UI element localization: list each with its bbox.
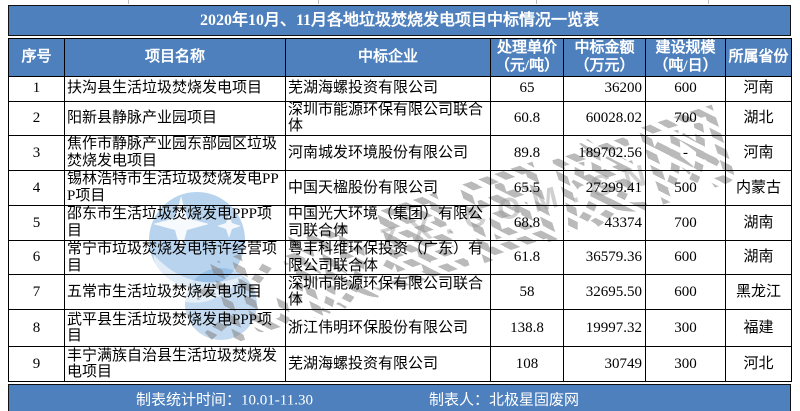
cell-scale: 300 bbox=[645, 309, 726, 348]
cell-company: 中国天楹股份有限公司 bbox=[285, 170, 491, 207]
cell-project: 邵东市生活垃圾焚烧发电PPP项目 bbox=[64, 205, 286, 241]
cell-unit-price: 65.5 bbox=[490, 170, 564, 207]
table-row: 6 常宁市垃圾焚烧发电特许经营项目 粤丰科维环保投资（广东）有限公司联合体 61… bbox=[8, 239, 792, 276]
cell-index: 5 bbox=[8, 205, 65, 241]
cell-scale: 600 bbox=[645, 75, 726, 102]
cell-scale: 500 bbox=[645, 170, 726, 207]
cell-project: 武平县生活垃圾焚烧发电PPP项目 bbox=[64, 309, 286, 348]
col-header-unit-price: 处理单价 （元/吨） bbox=[490, 38, 564, 77]
cell-bid-amount: 60028.02 bbox=[563, 100, 646, 137]
cell-index: 8 bbox=[8, 309, 65, 348]
cell-project: 阳新县静脉产业园项目 bbox=[64, 100, 286, 137]
cell-unit-price: 89.8 bbox=[490, 135, 564, 172]
table-row: 7 五常市生活垃圾焚烧发电项目 深圳市能源环保有限公司联合体 58 32695.… bbox=[8, 274, 792, 311]
cell-company: 深圳市能源环保有限公司联合体 bbox=[285, 274, 491, 311]
footer-stats-period: 制表统计时间：10.01-11.30 bbox=[136, 388, 313, 409]
col-header-scale: 建设规模 （吨/日） bbox=[645, 38, 726, 77]
cell-company: 中国光大环境（集团）有限公司联合体 bbox=[285, 205, 491, 241]
cell-province: 湖南 bbox=[725, 239, 792, 276]
footer-maker-label: 制表人： bbox=[429, 392, 490, 409]
column-tick bbox=[318, 0, 319, 4]
cell-company: 芜湖海螺投资有限公司 bbox=[285, 75, 491, 102]
cell-scale: - bbox=[645, 135, 726, 172]
cell-project: 五常市生活垃圾焚烧发电项目 bbox=[64, 274, 286, 311]
col-header-project: 项目名称 bbox=[64, 38, 286, 77]
cell-bid-amount: 43374 bbox=[563, 205, 646, 241]
cell-province: 河北 bbox=[725, 346, 792, 383]
table-row: 8 武平县生活垃圾焚烧发电PPP项目 浙江伟明环保股份有限公司 138.8 19… bbox=[8, 309, 792, 348]
cell-province: 黑龙江 bbox=[725, 274, 792, 311]
cell-unit-price: 108 bbox=[490, 346, 564, 383]
cell-company: 河南城发环境股份有限公司 bbox=[285, 135, 491, 172]
footer-stats-label: 制表统计时间： bbox=[136, 392, 242, 409]
cell-unit-price: 61.8 bbox=[490, 239, 564, 276]
cell-scale: 600 bbox=[645, 274, 726, 311]
col-header-province: 所属省份 bbox=[725, 38, 792, 77]
cell-company: 芜湖海螺投资有限公司 bbox=[285, 346, 491, 383]
cell-bid-amount: 189702.56 bbox=[563, 135, 646, 172]
table-row: 9 丰宁满族自治县生活垃圾焚烧发电项目 芜湖海螺投资有限公司 108 30749… bbox=[8, 346, 792, 383]
cell-unit-price: 138.8 bbox=[490, 309, 564, 348]
bid-results-table: 序号 项目名称 中标企业 处理单价 （元/吨） 中标金额 （万元） 建设规模 （… bbox=[8, 38, 792, 383]
cell-scale: 700 bbox=[645, 205, 726, 241]
table-row: 5 邵东市生活垃圾焚烧发电PPP项目 中国光大环境（集团）有限公司联合体 68.… bbox=[8, 205, 792, 241]
column-tick bbox=[708, 0, 709, 4]
cell-project: 锡林浩特市生活垃圾焚烧发电PPP项目 bbox=[64, 170, 286, 207]
cell-index: 7 bbox=[8, 274, 65, 311]
cell-province: 湖北 bbox=[725, 100, 792, 137]
cell-unit-price: 65 bbox=[490, 75, 564, 102]
cell-scale: 600 bbox=[645, 239, 726, 276]
column-tick bbox=[128, 0, 129, 4]
cell-unit-price: 58 bbox=[490, 274, 564, 311]
table-row: 2 阳新县静脉产业园项目 深圳市能源环保有限公司联合体 60.8 60028.0… bbox=[8, 100, 792, 137]
cell-unit-price: 68.8 bbox=[490, 205, 564, 241]
cell-index: 4 bbox=[8, 170, 65, 207]
cell-scale: 700 bbox=[645, 100, 726, 137]
cell-project: 常宁市垃圾焚烧发电特许经营项目 bbox=[64, 239, 286, 276]
cell-index: 3 bbox=[8, 135, 65, 172]
cell-scale: 300 bbox=[645, 346, 726, 383]
cell-index: 9 bbox=[8, 346, 65, 383]
cell-project: 焦作市静脉产业园东部园区垃圾焚烧发电项目 bbox=[64, 135, 286, 172]
header-row: 序号 项目名称 中标企业 处理单价 （元/吨） 中标金额 （万元） 建设规模 （… bbox=[8, 38, 792, 77]
cell-index: 1 bbox=[8, 75, 65, 102]
cell-project: 扶沟县生活垃圾焚烧发电项目 bbox=[64, 75, 286, 102]
cell-bid-amount: 19997.32 bbox=[563, 309, 646, 348]
cell-province: 河南 bbox=[725, 75, 792, 102]
cell-bid-amount: 36200 bbox=[563, 75, 646, 102]
cell-province: 湖南 bbox=[725, 205, 792, 241]
table-footer: 制表统计时间：10.01-11.30 制表人：北极星固废网 bbox=[8, 384, 791, 411]
cell-province: 福建 bbox=[725, 309, 792, 348]
cell-bid-amount: 27299.41 bbox=[563, 170, 646, 207]
col-header-bid-amount: 中标金额 （万元） bbox=[563, 38, 646, 77]
table-row: 3 焦作市静脉产业园东部园区垃圾焚烧发电项目 河南城发环境股份有限公司 89.8… bbox=[8, 135, 792, 172]
cell-province: 内蒙古 bbox=[725, 170, 792, 207]
table-row: 4 锡林浩特市生活垃圾焚烧发电PPP项目 中国天楹股份有限公司 65.5 272… bbox=[8, 170, 792, 207]
cell-unit-price: 60.8 bbox=[490, 100, 564, 137]
footer-stats-value: 10.01-11.30 bbox=[241, 392, 313, 409]
cell-bid-amount: 36579.36 bbox=[563, 239, 646, 276]
footer-maker-value: 北极星固废网 bbox=[489, 392, 580, 409]
cell-bid-amount: 30749 bbox=[563, 346, 646, 383]
cell-index: 6 bbox=[8, 239, 65, 276]
table-wrapper: 2020年10月、11月各地垃圾焚烧发电项目中标情况一览表 序号 项目名称 中标… bbox=[8, 5, 792, 411]
column-tick bbox=[536, 0, 537, 4]
table-row: 1 扶沟县生活垃圾焚烧发电项目 芜湖海螺投资有限公司 65 36200 600 … bbox=[8, 75, 792, 102]
cell-project: 丰宁满族自治县生活垃圾焚烧发电项目 bbox=[64, 346, 286, 383]
footer-maker: 制表人：北极星固废网 bbox=[429, 388, 579, 409]
table-title: 2020年10月、11月各地垃圾焚烧发电项目中标情况一览表 bbox=[8, 5, 791, 36]
cell-province: 河南 bbox=[725, 135, 792, 172]
cell-index: 2 bbox=[8, 100, 65, 137]
col-header-index: 序号 bbox=[8, 38, 65, 77]
cell-company: 粤丰科维环保投资（广东）有限公司联合体 bbox=[285, 239, 491, 276]
col-header-company: 中标企业 bbox=[285, 38, 491, 77]
cell-company: 深圳市能源环保有限公司联合体 bbox=[285, 100, 491, 137]
cell-bid-amount: 32695.50 bbox=[563, 274, 646, 311]
cell-company: 浙江伟明环保股份有限公司 bbox=[285, 309, 491, 348]
